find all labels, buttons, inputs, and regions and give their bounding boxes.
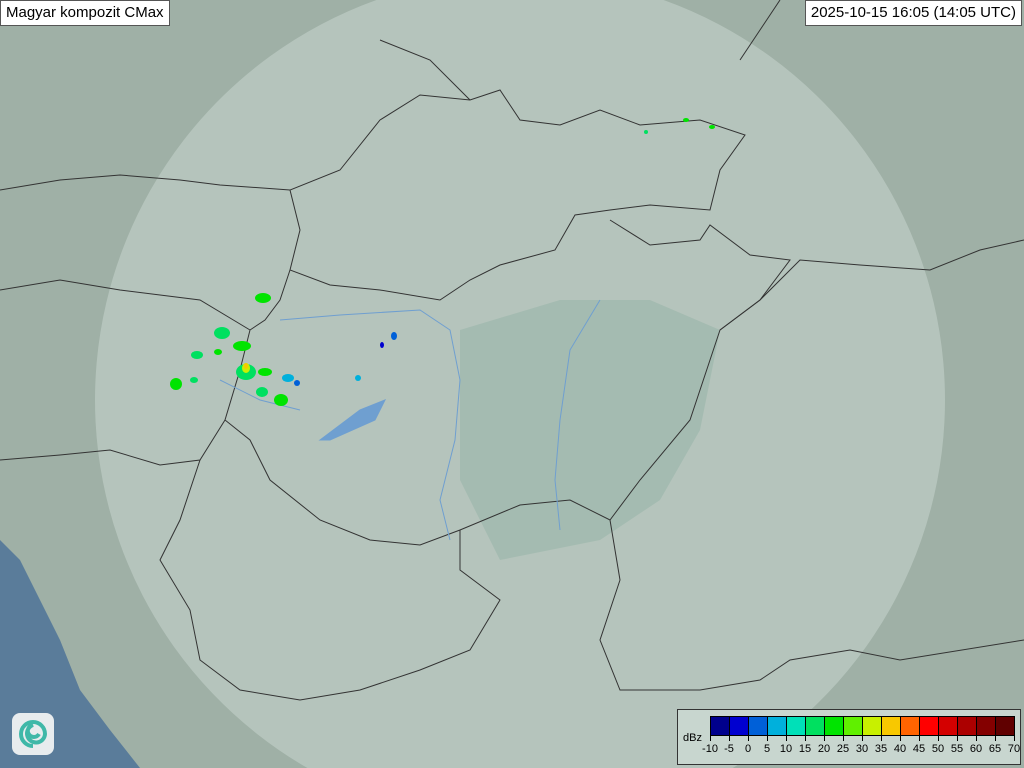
legend-tick-label: 10 [779,743,793,755]
legend-tick [805,736,806,741]
legend-swatch [977,717,996,735]
legend-tick [786,736,787,741]
radar-echoes [170,118,715,406]
legend-tick-label: -10 [702,743,718,755]
legend-tick-label: 45 [912,743,926,755]
legend-swatch [768,717,787,735]
dbz-legend: dBz -10 -5 0 5 10 15 20 25 30 35 40 45 50 55 60 65 70 [677,709,1021,765]
legend-tick-label: 20 [817,743,831,755]
legend-swatch [920,717,939,735]
legend-tick [881,736,882,741]
legend-tick [710,736,711,741]
legend-swatch [825,717,844,735]
legend-tick [1014,736,1015,741]
legend-tick-label: -5 [724,743,734,755]
legend-tick [748,736,749,741]
legend-tick [900,736,901,741]
legend-tick-label: 25 [836,743,850,755]
legend-tick-label: 35 [874,743,888,755]
legend-tick-label: 60 [969,743,983,755]
legend-swatch [844,717,863,735]
legend-colorbar [710,716,1015,736]
legend-swatch [863,717,882,735]
legend-tick [957,736,958,741]
swirl-logo-icon [12,713,54,755]
legend-swatch [901,717,920,735]
legend-unit: dBz [683,732,702,744]
legend-swatch [730,717,749,735]
legend-swatch [939,717,958,735]
legend-tick [824,736,825,741]
legend-tick-label: 50 [931,743,945,755]
legend-tick [995,736,996,741]
legend-tick [767,736,768,741]
rivers-lakes [219,299,601,541]
legend-swatch [749,717,768,735]
legend-tick-label: 30 [855,743,869,755]
great-plain [460,300,720,560]
legend-tick-label: 5 [763,743,771,755]
legend-tick-label: 0 [744,743,752,755]
product-title: Magyar kompozit CMax [0,0,170,26]
legend-tick [729,736,730,741]
legend-tick-label: 70 [1007,743,1021,755]
legend-swatch [882,717,901,735]
legend-tick-label: 65 [988,743,1002,755]
adriatic-sea [0,540,140,768]
legend-tick [938,736,939,741]
legend-swatch [787,717,806,735]
legend-tick-label: 15 [798,743,812,755]
country-borders [0,0,1024,701]
timestamp: 2025-10-15 16:05 (14:05 UTC) [804,0,1022,26]
legend-swatch [711,717,730,735]
legend-ticks: -10 -5 0 5 10 15 20 25 30 35 40 45 50 55 60 65 70 [702,736,1020,756]
legend-swatch [806,717,825,735]
legend-tick-label: 55 [950,743,964,755]
legend-tick [919,736,920,741]
legend-swatch [958,717,977,735]
legend-tick [976,736,977,741]
legend-tick-label: 40 [893,743,907,755]
legend-tick [843,736,844,741]
legend-tick [862,736,863,741]
legend-swatch [996,717,1014,735]
